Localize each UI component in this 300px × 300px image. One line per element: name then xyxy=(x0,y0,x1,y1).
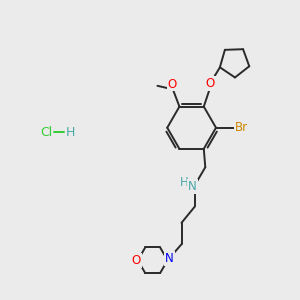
Text: O: O xyxy=(206,77,215,90)
Text: N: N xyxy=(188,180,197,194)
Text: H: H xyxy=(66,126,75,139)
Text: N: N xyxy=(165,252,174,265)
Text: Cl: Cl xyxy=(40,126,52,139)
Text: H: H xyxy=(180,176,189,189)
Text: O: O xyxy=(168,77,177,91)
Text: Br: Br xyxy=(235,121,248,134)
Text: O: O xyxy=(131,254,141,267)
